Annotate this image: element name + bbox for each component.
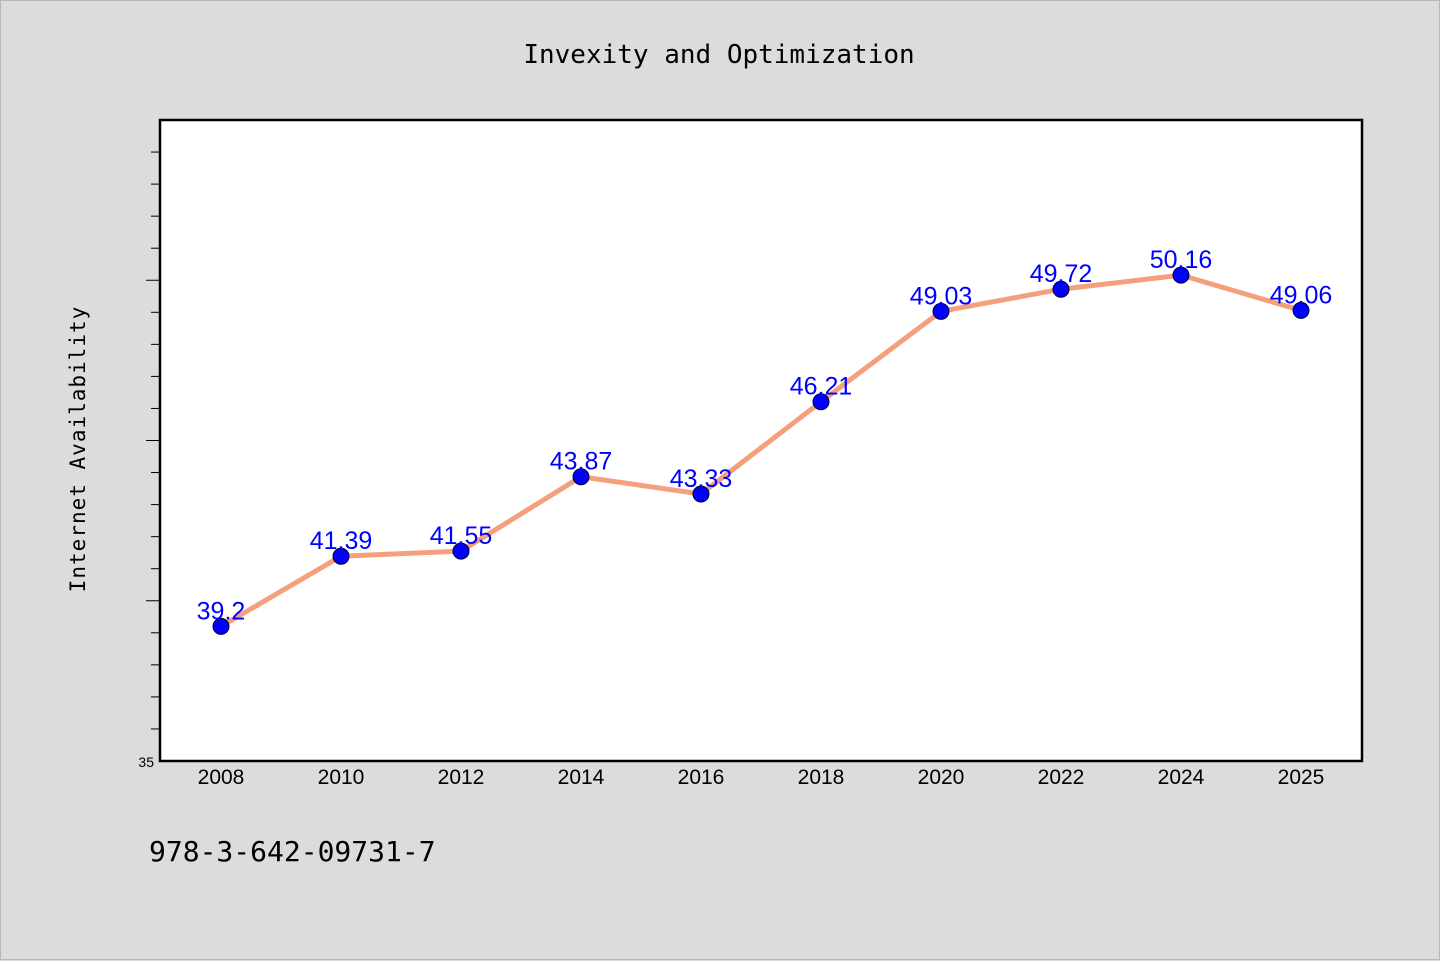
data-point	[812, 393, 830, 411]
data-label: 43.87	[550, 448, 613, 476]
data-point	[692, 485, 710, 503]
x-tick-label: 2010	[318, 766, 365, 789]
x-tick-label: 2025	[1278, 766, 1325, 789]
data-label: 49.06	[1270, 281, 1333, 309]
data-label: 43.33	[670, 465, 733, 493]
series-line	[218, 272, 1304, 629]
data-label: 50.16	[1150, 246, 1213, 274]
x-tick-label: 2022	[1038, 766, 1085, 789]
data-point	[332, 547, 350, 565]
series-points	[212, 266, 1310, 635]
series-lines	[218, 272, 1304, 629]
x-tick-label: 2012	[438, 766, 485, 789]
data-label: 41.55	[430, 522, 493, 550]
data-point	[1052, 280, 1070, 298]
chart-title: Invexity and Optimization	[523, 40, 914, 70]
data-point	[1172, 266, 1190, 284]
data-point	[572, 468, 590, 486]
data-label: 39.2	[197, 597, 246, 625]
data-point	[932, 302, 950, 320]
data-labels: 39.2 41.39 41.55 43.87 43.33 46.21 49.03 49.72 5…	[197, 246, 1333, 625]
x-tick-label: 2020	[918, 766, 965, 789]
plot-area	[158, 118, 1364, 763]
x-tick-label: 2018	[798, 766, 845, 789]
x-tick-label: 2008	[198, 766, 245, 789]
y-tick-label: 35	[138, 754, 154, 770]
data-label: 49.03	[910, 282, 973, 310]
data-label: 46.21	[790, 373, 853, 401]
data-point	[452, 542, 470, 560]
x-tick-label: 2014	[558, 766, 605, 789]
data-point	[212, 617, 230, 635]
isbn-code: 978-3-642-09731-7	[149, 835, 436, 868]
data-label: 49.72	[1030, 260, 1093, 288]
data-label: 41.39	[310, 527, 373, 555]
y-axis-ticks: 35	[138, 151, 160, 770]
y-axis-label: Internet Availability	[66, 306, 90, 593]
x-tick-label: 2016	[678, 766, 725, 789]
x-tick-label: 2024	[1158, 766, 1205, 789]
x-axis-ticks: 2008 2010 2012 2014 2016 2018 2020 2022 2024 2025	[198, 766, 1325, 789]
data-point	[1292, 301, 1310, 319]
